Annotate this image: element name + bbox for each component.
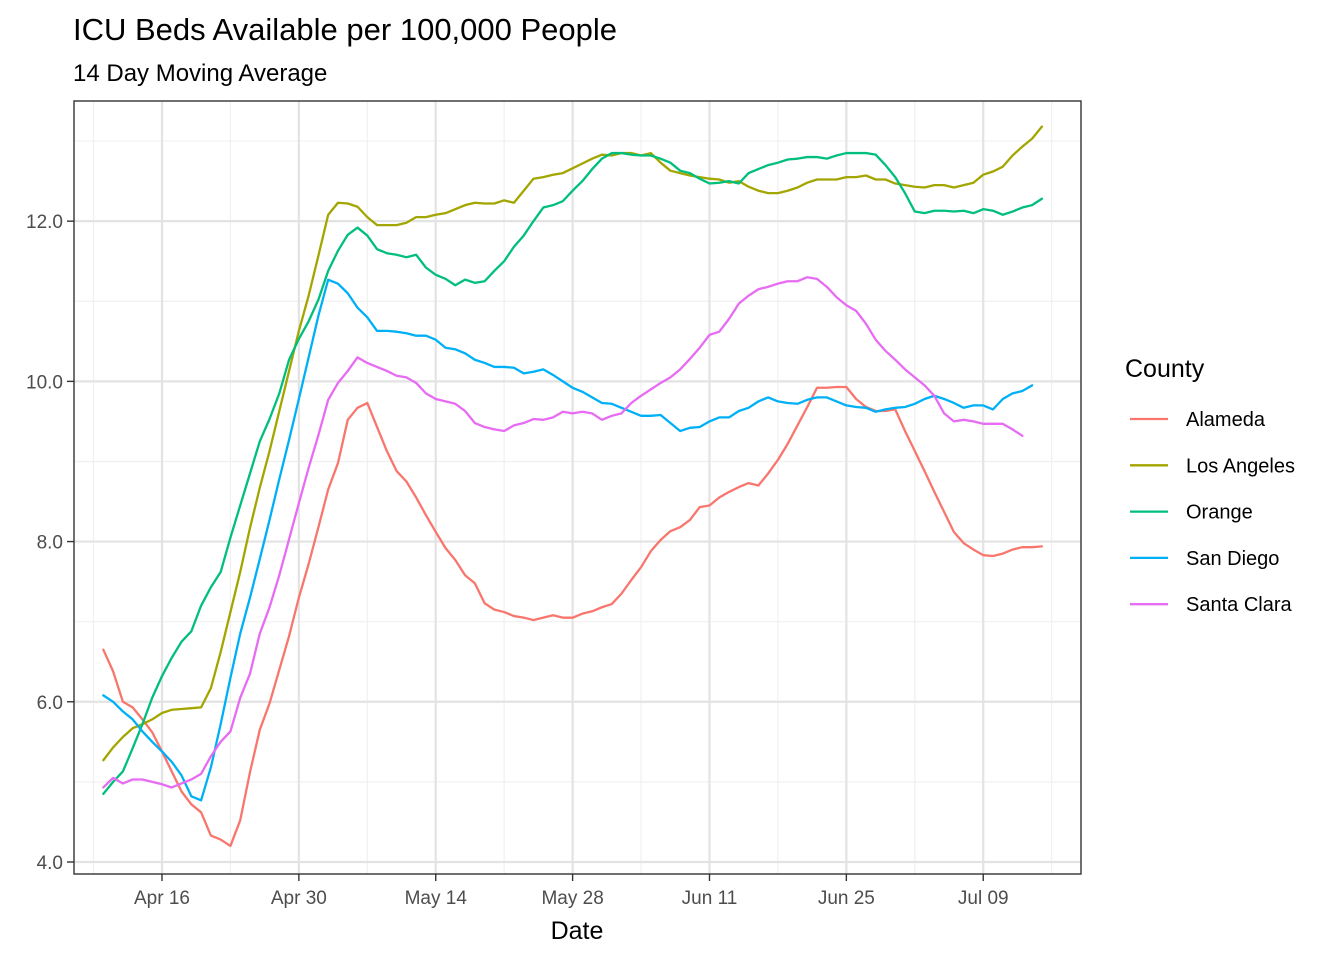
x-tick-label: May 28 <box>541 888 603 909</box>
legend-title: County <box>1125 355 1205 383</box>
y-tick-label: 4.0 <box>37 853 63 874</box>
x-tick-label: Jun 25 <box>818 888 875 909</box>
y-tick-label: 6.0 <box>37 693 63 714</box>
chart-title: ICU Beds Available per 100,000 People <box>73 12 617 47</box>
series-line-orange <box>102 151 1044 796</box>
x-tick-label: Apr 30 <box>271 888 327 909</box>
legend-label-santa-clara: Santa Clara <box>1186 594 1292 616</box>
x-tick-label: Jun 11 <box>682 888 738 909</box>
y-tick-label: 8.0 <box>37 533 63 554</box>
legend-label-alameda: Alameda <box>1186 409 1266 431</box>
series-lines <box>102 125 1044 848</box>
x-axis-tick-labels: Apr 16 Apr 30 May 14 May 28 Jun 11 Jun 25 Jul … <box>134 888 1009 909</box>
y-axis-tick-labels: 4.0 6.0 8.0 10.0 12.0 <box>26 212 63 874</box>
x-tick-label: May 14 <box>405 888 468 909</box>
legend-items: Alameda Los Angeles Orange San Diego Santa C… <box>1130 409 1295 616</box>
series-line-santa-clara <box>102 276 1024 789</box>
series-line-san-diego <box>102 278 1034 802</box>
legend-label-orange: Orange <box>1186 502 1253 524</box>
plot-panel-border <box>73 100 1082 875</box>
series-line-los-angeles <box>102 125 1044 762</box>
series-line-alameda <box>102 385 1044 848</box>
axis-ticks <box>67 220 984 881</box>
legend: County Alameda Los Angeles Orange San Diego… <box>1125 355 1295 616</box>
x-tick-label: Apr 16 <box>134 888 190 909</box>
x-tick-label: Jul 09 <box>958 888 1009 909</box>
legend-label-san-diego: San Diego <box>1186 548 1279 570</box>
y-tick-label: 12.0 <box>26 212 63 233</box>
y-tick-label: 10.0 <box>26 372 63 393</box>
legend-label-los-angeles: Los Angeles <box>1186 455 1295 477</box>
chart-subtitle: 14 Day Moving Average <box>73 60 327 87</box>
grid-major <box>74 101 1081 874</box>
x-axis-title: Date <box>551 917 604 945</box>
grid-minor <box>74 101 1081 874</box>
